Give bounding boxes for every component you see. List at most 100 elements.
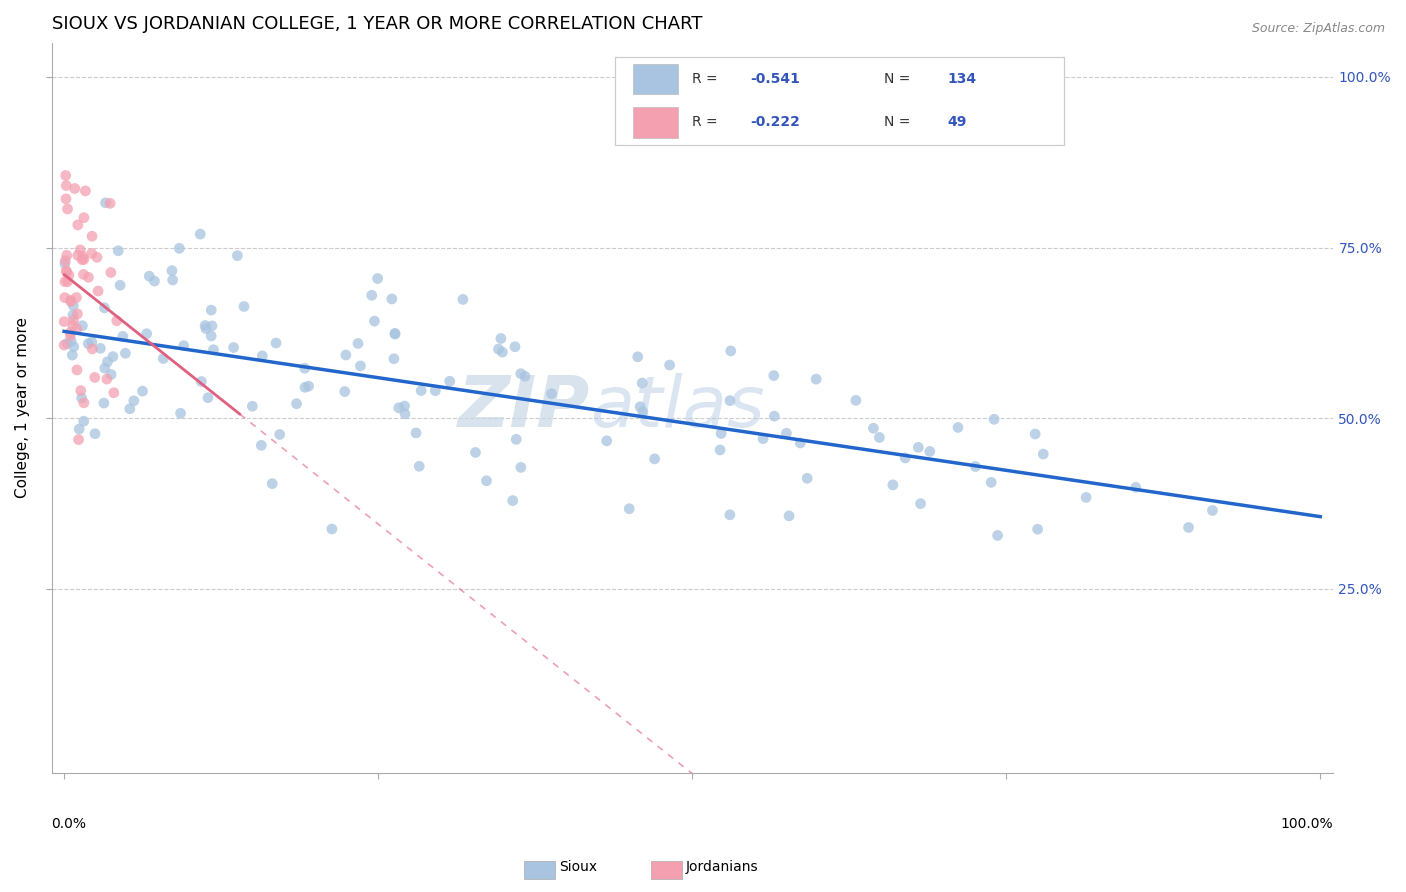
Point xyxy=(381,292,404,306)
Point xyxy=(135,326,157,341)
Point xyxy=(105,314,128,328)
Point xyxy=(658,358,681,372)
Point xyxy=(1177,520,1199,534)
Point xyxy=(169,406,191,420)
Point xyxy=(285,397,308,411)
Point xyxy=(200,303,222,318)
Point xyxy=(367,271,389,285)
Text: Jordanians: Jordanians xyxy=(686,860,759,874)
Point xyxy=(475,474,498,488)
Point xyxy=(114,346,136,360)
Point xyxy=(1125,480,1147,494)
Point xyxy=(66,322,89,336)
Point xyxy=(55,265,77,279)
Point xyxy=(965,459,987,474)
Point xyxy=(73,396,96,410)
Point xyxy=(93,301,115,315)
Point xyxy=(1074,491,1097,505)
Point xyxy=(62,308,84,322)
Point xyxy=(94,195,117,210)
Point xyxy=(83,370,105,384)
Point xyxy=(627,350,650,364)
Point xyxy=(107,244,129,258)
Point xyxy=(100,368,122,382)
Point xyxy=(882,478,904,492)
Point xyxy=(762,368,785,383)
Point xyxy=(194,321,217,335)
Point xyxy=(118,401,141,416)
Point xyxy=(72,268,94,282)
Point xyxy=(53,315,76,329)
Point xyxy=(862,421,884,435)
Point xyxy=(60,348,83,362)
Text: atlas: atlas xyxy=(589,374,765,442)
Text: 100.0%: 100.0% xyxy=(1281,816,1333,830)
Point xyxy=(347,336,370,351)
Point xyxy=(1026,522,1049,536)
Point xyxy=(72,318,94,333)
Point xyxy=(382,351,405,366)
Point xyxy=(360,288,382,302)
Point xyxy=(720,343,742,358)
Point xyxy=(628,400,651,414)
Point xyxy=(488,342,510,356)
Point xyxy=(540,386,562,401)
Point xyxy=(53,291,76,305)
Point xyxy=(62,313,84,327)
Point xyxy=(631,405,654,419)
Point xyxy=(946,420,969,434)
Point xyxy=(451,293,474,307)
Point xyxy=(983,412,1005,426)
Point xyxy=(718,508,741,522)
Point xyxy=(143,274,166,288)
Point xyxy=(335,348,357,362)
Point xyxy=(197,391,219,405)
Point xyxy=(250,438,273,452)
Point xyxy=(138,269,160,284)
Point xyxy=(108,278,131,293)
Point xyxy=(53,257,76,271)
Point xyxy=(298,379,321,393)
Point xyxy=(63,181,86,195)
Point xyxy=(72,249,94,263)
Point xyxy=(100,265,122,279)
Point xyxy=(59,293,82,308)
Point xyxy=(388,401,411,415)
Point xyxy=(62,299,84,313)
Point xyxy=(162,273,184,287)
Text: Sioux: Sioux xyxy=(560,860,598,874)
Point xyxy=(394,399,416,413)
Point xyxy=(489,331,512,345)
Point xyxy=(464,445,486,459)
Point xyxy=(77,336,100,351)
Point xyxy=(152,351,174,366)
Point xyxy=(188,227,211,241)
Point xyxy=(718,393,741,408)
Text: SIOUX VS JORDANIAN COLLEGE, 1 YEAR OR MORE CORRELATION CHART: SIOUX VS JORDANIAN COLLEGE, 1 YEAR OR MO… xyxy=(52,15,702,33)
Point xyxy=(240,399,263,413)
Point xyxy=(644,451,666,466)
Point xyxy=(86,250,108,264)
Point xyxy=(349,359,371,373)
Point xyxy=(509,367,531,381)
Point xyxy=(53,253,76,268)
Point xyxy=(82,342,104,356)
Point xyxy=(59,329,82,343)
Point xyxy=(194,318,217,333)
Point xyxy=(804,372,827,386)
Point xyxy=(70,252,93,267)
Point xyxy=(439,374,461,388)
Point xyxy=(101,350,124,364)
Point xyxy=(55,192,77,206)
Point xyxy=(294,361,316,376)
Point xyxy=(190,375,212,389)
Point xyxy=(56,336,79,351)
Point xyxy=(394,407,416,421)
Point xyxy=(980,475,1002,490)
Point xyxy=(200,329,222,343)
Point xyxy=(262,476,284,491)
Text: ZIP: ZIP xyxy=(457,374,589,442)
Point xyxy=(384,327,406,342)
Point xyxy=(96,372,118,386)
Point xyxy=(103,385,125,400)
